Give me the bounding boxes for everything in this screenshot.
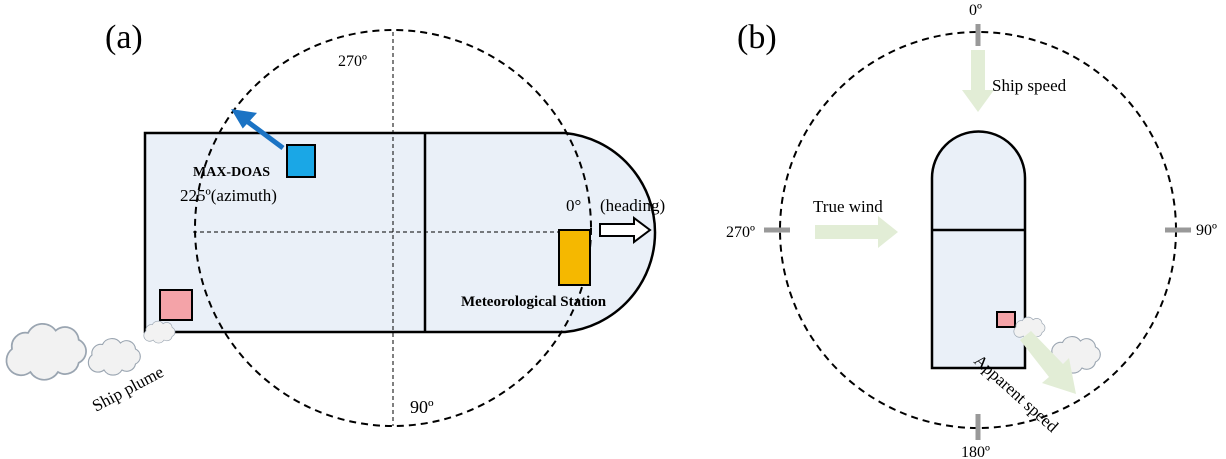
panel-label: (a)	[105, 19, 143, 56]
figure: (a) 270º MAX-DOAS 225º(azimuth) 0° (head…	[0, 0, 1226, 459]
instrument-label: MAX-DOAS	[193, 165, 270, 180]
ship-outline	[932, 132, 1025, 369]
panel-a: (a) 270º MAX-DOAS 225º(azimuth) 0° (head…	[6, 19, 665, 426]
panel-label: (b)	[737, 19, 777, 56]
true-wind-label: True wind	[813, 197, 883, 216]
angle-label: 90º	[410, 397, 434, 417]
panel-b: (b) 0º Ship speed True wind 270º 90º App…	[726, 2, 1217, 459]
angle-label: 90º	[1196, 222, 1217, 239]
heading-angle: 0°	[566, 196, 581, 215]
angle-label: 270º	[726, 224, 755, 241]
azimuth-label: 225º(azimuth)	[180, 186, 277, 205]
plume-source	[160, 290, 192, 320]
plume-source	[997, 312, 1015, 327]
max-doas-box	[287, 145, 315, 177]
station-label: Meteorological Station	[461, 294, 607, 310]
station-box	[559, 230, 590, 285]
ship-speed-label: Ship speed	[992, 76, 1067, 95]
heading-label: (heading)	[600, 196, 665, 215]
angle-label: 270º	[338, 53, 367, 70]
angle-label: 180º	[961, 444, 990, 459]
angle-label: 0º	[969, 2, 982, 19]
